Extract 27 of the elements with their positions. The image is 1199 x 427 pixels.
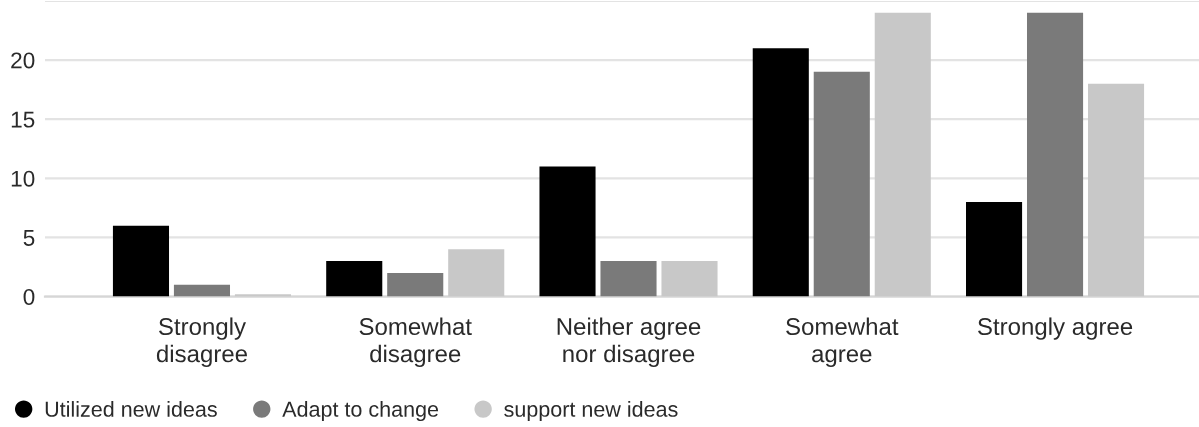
y-tick-label: 15 — [11, 111, 35, 128]
bar — [752, 48, 809, 297]
legend-label: support new ideas — [504, 401, 678, 422]
bar — [874, 12, 931, 297]
bar — [1027, 12, 1084, 297]
bar — [173, 284, 231, 297]
bar — [387, 272, 444, 297]
x-tick-label: Neither agree nor disagree — [557, 317, 701, 368]
x-tick-label: Somewhat disagree — [359, 317, 472, 368]
legend-label: Utilized new ideas — [45, 401, 217, 417]
bar — [966, 201, 1023, 297]
x-tick-label: Strongly disagree — [156, 317, 247, 368]
x-tick-label: Somewhat agree — [786, 317, 899, 368]
bar — [1087, 83, 1145, 297]
bar — [326, 261, 383, 297]
y-tick-label: 20 — [11, 52, 35, 69]
bar — [813, 71, 870, 297]
bar — [448, 249, 505, 297]
legend-label: Adapt to change — [282, 401, 439, 422]
bar — [112, 225, 170, 297]
bar — [600, 261, 657, 297]
bar — [661, 261, 718, 297]
y-tick-label: 10 — [11, 170, 35, 187]
bar — [539, 166, 596, 297]
x-tick-label: Strongly agree — [978, 317, 1133, 340]
y-tick-label: 5 — [23, 230, 35, 246]
y-tick-label: 0 — [23, 288, 35, 306]
